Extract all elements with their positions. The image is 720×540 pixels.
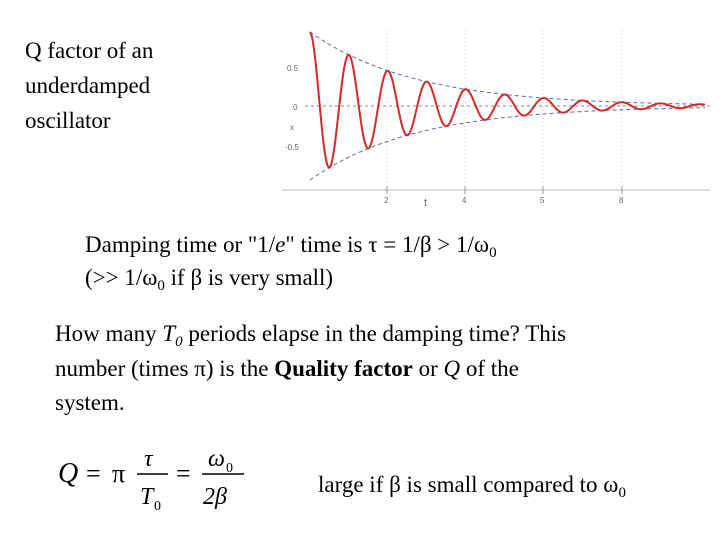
title-line: underdamped [25,73,151,98]
envelope [309,31,705,105]
formula-symbol: 0 [226,461,233,476]
y-tick-label: 0 [293,103,298,112]
formula-symbol: ω [208,446,225,472]
y-axis-label: x [290,123,294,132]
definition-line: Damping time or "1/e" time is τ = 1/β > … [85,232,497,261]
title-line: oscillator [25,108,111,133]
formula-symbol: 2β [203,484,227,510]
slide-title: Q factor of an underdamped oscillator [25,38,154,133]
y-tick-label: 0.5 [287,64,299,73]
oscillation-curve [309,31,706,169]
envelope [309,107,705,181]
note: large if β is small compared to ω0 [318,472,626,501]
oscillation-plot: 0.5 0 -0.5 x 2 t 4 5 8 [282,30,710,209]
question-line: system. [55,390,125,415]
x-tick-label: 4 [462,196,467,205]
formula-symbol: T [140,484,155,510]
x-tick-label: 8 [619,196,624,205]
formula-symbol: π [112,459,125,488]
formula-symbol: τ [144,446,154,472]
formula-symbol: 0 [154,499,161,514]
definition-line: (>> 1/ω0 if β is very small) [85,265,333,294]
x-axis-label: t [424,197,427,209]
question-line: How many T0 periods elapse in the dampin… [55,321,566,350]
question-line: number (times π) is the Quality factor o… [55,356,519,381]
y-tick-label: -0.5 [285,143,299,152]
formula-symbol: = [86,459,101,488]
formula-symbol: = [176,459,191,488]
x-tick-label: 2 [384,196,389,205]
q-formula: Q = π τ T 0 = ω 0 2β [58,446,244,514]
formula-symbol: Q [58,458,78,489]
title-line: Q factor of an [25,38,154,63]
x-tick-label: 5 [540,196,545,205]
